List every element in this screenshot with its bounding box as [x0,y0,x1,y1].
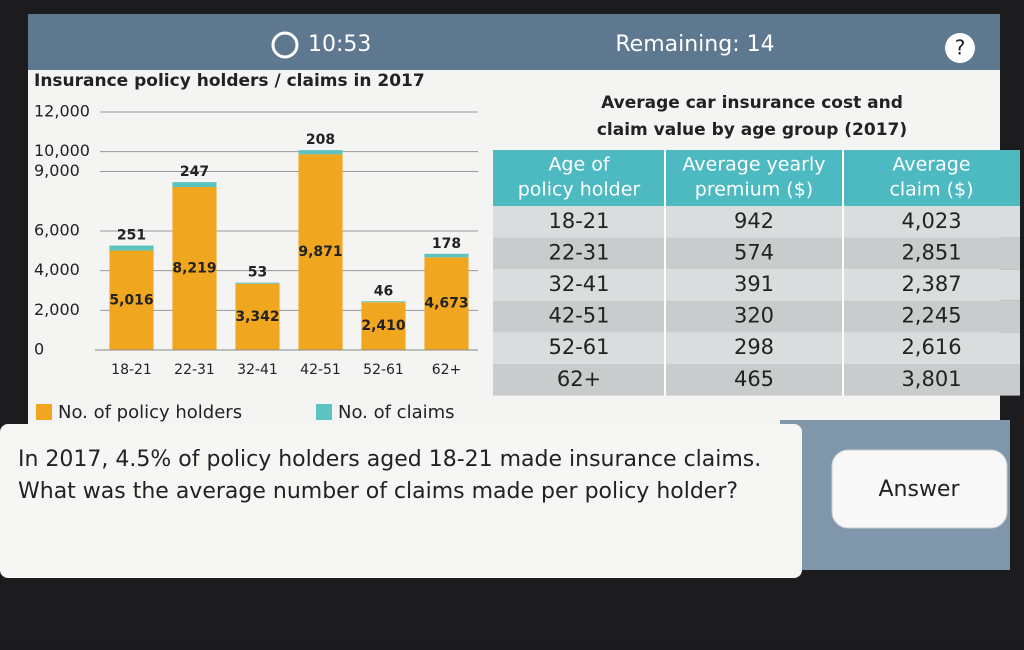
table-row [493,269,1020,301]
y-tick-label: 0 [34,340,44,359]
legend-label: No. of policy holders [58,402,242,423]
table-cell: 52-61 [548,335,609,359]
data-label: 3,342 [235,309,279,325]
x-tick-label: 22-31 [174,362,215,378]
table-cell: 22-31 [548,240,609,264]
table-cell: 62+ [557,367,601,391]
data-label: 8,219 [172,260,216,276]
table-row [493,206,1020,238]
data-label: 2,410 [361,318,406,334]
table-cell: 2,387 [901,272,961,296]
x-tick-label: 62+ [432,362,462,378]
bar [361,302,406,350]
table-cell: 3,801 [901,367,961,391]
y-tick-label: 6,000 [34,221,80,240]
table-cell: 391 [734,272,774,296]
column-header: policy holder [518,179,641,201]
y-tick-label: 9,000 [34,161,80,180]
data-label: 247 [180,164,209,180]
table-row [493,332,1020,364]
column-header: Average [892,154,970,176]
table-row [493,364,1020,396]
bar [109,245,154,251]
table-row [493,237,1020,270]
top-bar [28,14,1000,70]
data-label: 5,016 [109,292,153,308]
x-tick-label: 42-51 [300,362,341,378]
bar [298,154,343,350]
x-tick-label: 52-61 [363,362,404,378]
bar [235,283,280,350]
column-header: claim ($) [889,179,973,201]
x-tick-label: 18-21 [111,362,152,378]
table-row [493,300,1020,333]
table-title: Average car insurance cost and [601,93,903,113]
bar [298,150,343,155]
bar [361,301,406,303]
timer: 10:53 [308,32,371,57]
bar [172,182,217,187]
table-cell: 2,245 [901,304,961,328]
table-cell: 2,851 [901,240,961,264]
help-button[interactable] [945,33,975,63]
chart-title: Insurance policy holders / claims in 201… [34,71,425,91]
data-label: 251 [117,228,146,244]
bar [424,257,469,350]
remaining: Remaining: 14 [615,32,774,57]
table-cell: 298 [734,335,774,359]
column-header: Average yearly [683,154,826,176]
table-cell: 18-21 [548,209,609,233]
table-cell: 465 [734,367,774,391]
answer-button[interactable] [831,449,1008,529]
data-label: 46 [374,283,393,299]
y-tick-label: 2,000 [34,300,80,319]
table-cell: 574 [734,240,774,264]
column-header: Age of [548,154,610,176]
x-tick-label: 32-41 [237,362,278,378]
bar [172,186,217,350]
y-tick-label: 4,000 [34,260,80,279]
bar [109,250,154,350]
y-tick-label: 12,000 [34,102,90,121]
y-tick-label: 10,000 [34,141,90,160]
data-label: 53 [248,265,267,281]
data-label: 4,673 [424,296,468,312]
timer-icon [271,31,299,59]
bar [424,253,469,258]
question-text: What was the average number of claims ma… [18,479,738,504]
data-label: 9,871 [298,244,342,260]
answer-label: Answer [878,477,960,502]
table-cell: 4,023 [901,209,961,233]
table-cell: 2,616 [901,335,961,359]
table-cell: 320 [734,304,774,328]
question-text: In 2017, 4.5% of policy holders aged 18-… [18,447,761,472]
table-cell: 942 [734,209,774,233]
legend-swatch [36,404,52,420]
question-box [0,424,802,578]
table-header [493,150,1020,206]
data-label: 178 [432,236,461,252]
table-cell: 32-41 [548,272,609,296]
data-label: 208 [306,132,335,148]
table-cell: 42-51 [548,304,609,328]
table-title: claim value by age group (2017) [597,120,907,140]
bar [235,282,280,284]
legend-label: No. of claims [338,402,455,423]
help-label: ? [955,36,966,60]
column-header: premium ($) [695,179,813,201]
legend-swatch [316,404,332,420]
